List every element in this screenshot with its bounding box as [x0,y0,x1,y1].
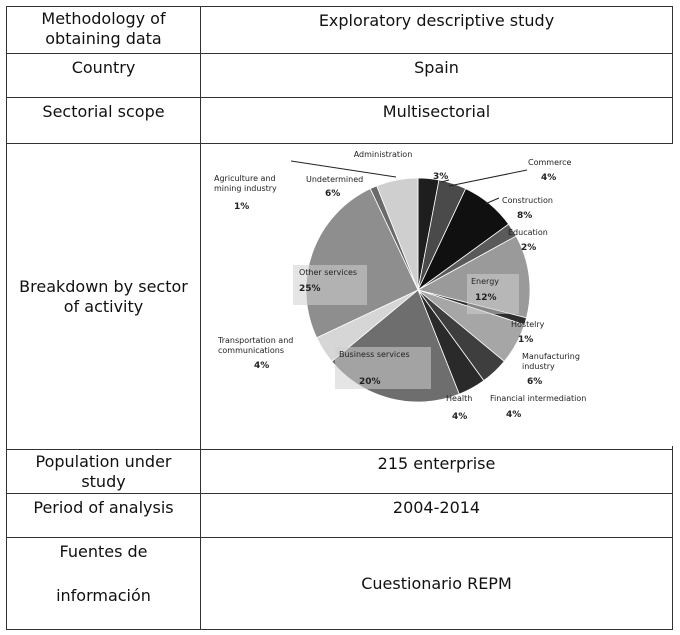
label-period: Period of analysis [33,498,174,517]
slice-value-hostelry: 1% [518,335,533,345]
slice-value-manufacturing-industry: 6% [527,377,542,387]
value-cell: Spain [200,53,673,98]
slice-value-commerce: 4% [541,173,556,183]
leader-line [484,197,500,205]
row-period: Period of analysis 2004-2014 [6,493,673,538]
slice-label-business-services: Business services [339,350,410,359]
leader-line [290,160,397,178]
row-country: Country Spain [6,53,673,98]
slice-value-business-services: 20% [359,377,381,387]
value-population: 215 enterprise [377,454,496,473]
chart-cell: Administration 3% Commerce 4% Construction 8%… [200,143,675,450]
pie-chart-svg: Administration 3% Commerce 4% Construction 8%… [201,144,675,446]
value-methodology: Exploratory descriptive study [318,11,555,30]
row-population: Population under study 215 enterprise [6,449,673,494]
label-fuentes-line1: Fuentes de [59,542,148,561]
value-cell: Multisectorial [200,97,673,144]
slice-label-energy: Energy [471,277,499,286]
label-population-line1: Population under [35,452,172,471]
slice-label-health: Health [446,394,472,403]
slice-label-construction: Construction [502,196,553,205]
study-characteristics-table: Methodology of obtaining data Explorator… [6,6,675,630]
label-cell: Fuentes de información [6,537,201,630]
slice-value-transportation-and-communications: 4% [254,361,269,371]
slice-label-education: Education [508,228,548,237]
slice-label-commerce: Commerce [528,158,572,167]
slice-value-health: 4% [452,412,467,422]
slice-value-energy: 12% [475,293,497,303]
label-box-business-services [335,347,431,389]
slice-value-financial-intermediation: 4% [506,410,521,420]
slice-value-administration: 3% [433,172,448,182]
label-box-energy [467,274,519,314]
slice-label-agriculture-and-mining-industry: Agriculture and mining industry [214,174,277,193]
label-fuentes-line2: información [56,586,151,605]
slice-label-administration: Administration [354,150,413,159]
label-methodology-line2: obtaining data [45,29,162,48]
value-period: 2004-2014 [392,498,481,517]
leader-line [440,179,450,183]
slice-label-manufacturing-industry: Manufacturing industry [522,352,580,371]
label-breakdown-line1: Breakdown by sector [19,276,188,296]
label-country: Country [71,58,136,77]
slice-value-agriculture-and-mining-industry: 1% [234,202,249,212]
slice-value-construction: 8% [517,211,532,221]
value-cell: Cuestionario REPM [200,537,673,630]
row-fuentes: Fuentes de información Cuestionario REPM [6,537,673,630]
sector-pie-chart: Administration 3% Commerce 4% Construction 8%… [201,144,675,446]
slice-label-financial-intermediation: Financial intermediation [490,394,586,403]
slice-label-transportation-and-communications: Transportation and communications [217,336,293,355]
label-population-line2: study [81,472,126,491]
slice-label-undetermined: Undetermined [306,175,363,184]
slice-label-other-services: Other services [299,268,357,277]
slice-value-other-services: 25% [299,284,321,294]
label-breakdown-line2: of activity [63,296,144,316]
label-cell: Population under study [6,449,201,494]
row-scope: Sectorial scope Multisectorial [6,97,673,144]
value-country: Spain [414,58,459,77]
value-cell: Exploratory descriptive study [200,6,673,54]
row-breakdown: Breakdown by sector of activity Administ… [6,143,675,450]
value-cell: 215 enterprise [200,449,673,494]
value-fuentes: Cuestionario REPM [361,573,512,593]
value-cell: 2004-2014 [200,493,673,538]
row-methodology: Methodology of obtaining data Explorator… [6,6,673,54]
label-scope: Sectorial scope [42,102,165,121]
leader-line [448,169,528,187]
slice-label-hostelry: Hostelry [511,320,545,329]
label-methodology-line1: Methodology of [41,9,166,28]
label-cell: Country [6,53,201,98]
label-cell: Breakdown by sector of activity [6,143,201,450]
label-cell: Methodology of obtaining data [6,6,201,54]
label-cell: Sectorial scope [6,97,201,144]
pie-slice-undetermined [376,177,419,291]
label-cell: Period of analysis [6,493,201,538]
slice-value-education: 2% [521,243,536,253]
value-scope: Multisectorial [382,102,491,121]
label-box-other-services [293,265,367,305]
slice-value-undetermined: 6% [325,189,340,199]
